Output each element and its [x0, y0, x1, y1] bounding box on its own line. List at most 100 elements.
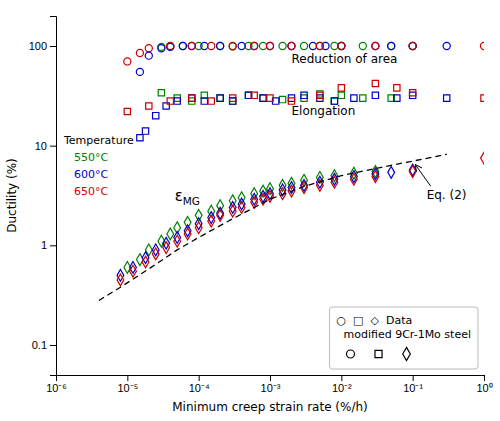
data-point: [163, 237, 170, 249]
data-point: [174, 232, 181, 244]
y-tick-label: 10: [35, 140, 47, 152]
data-point: [288, 42, 295, 49]
data-point: [124, 108, 130, 114]
data-point: [409, 42, 416, 49]
data-point: [152, 244, 159, 256]
data-point: [117, 274, 124, 286]
legend-symbol: [375, 350, 382, 357]
data-point: [208, 42, 215, 49]
data-point: [481, 152, 484, 164]
y-tick-label: 100: [29, 40, 47, 52]
y-axis-title: Ductility (%): [5, 158, 19, 233]
data-point: [260, 95, 266, 101]
data-point: [217, 95, 223, 101]
x-axis: 10⁻⁶ 10⁻⁵ 10⁻⁴ 10⁻³ 10⁻² 10⁻¹ 10⁰: [46, 375, 493, 394]
data-point: [124, 58, 131, 65]
data-point: [136, 254, 143, 266]
data-point: [145, 45, 152, 52]
series-points: [117, 152, 484, 286]
data-point: [208, 212, 215, 224]
x-tick-mark: [199, 375, 200, 381]
series-points: [124, 42, 484, 65]
data-point: [444, 95, 450, 101]
data-point: [338, 42, 345, 49]
data-point: [130, 265, 137, 277]
data-point: [208, 215, 215, 227]
x-tick-label: 10⁻³: [261, 382, 281, 394]
y-tick: 1: [41, 239, 56, 251]
data-point: [481, 95, 484, 101]
data-point: [142, 256, 149, 268]
x-tick: 10⁻³: [261, 375, 281, 394]
data-point: [351, 95, 357, 101]
data-point: [136, 49, 143, 56]
data-point: [316, 42, 323, 49]
x-tick: 10⁻⁴: [189, 375, 210, 394]
data-point: [189, 95, 195, 101]
data-point: [201, 98, 207, 104]
x-tick-mark: [270, 375, 271, 381]
data-point: [188, 42, 195, 49]
y-axis-line: [50, 17, 57, 376]
y-tick-label: 0.1: [32, 339, 47, 351]
data-point: [158, 45, 165, 52]
data-area: [99, 42, 484, 300]
x-tick: 10⁻¹: [403, 375, 423, 394]
series-points: [136, 42, 450, 75]
data-point: [152, 248, 159, 260]
data-point: [217, 209, 224, 221]
data-point: [217, 42, 224, 49]
data-point: [145, 52, 152, 59]
x-tick: 10⁻⁶: [46, 375, 67, 394]
x-tick-label: 10⁰: [476, 382, 492, 394]
series-line: [99, 154, 447, 300]
x-tick-mark: [484, 375, 485, 381]
series-points: [124, 166, 379, 274]
data-point: [167, 98, 173, 104]
data-point: [217, 42, 224, 49]
data-point: [137, 135, 143, 141]
data-point: [229, 205, 236, 217]
legend-entry: 650°C: [74, 185, 108, 198]
legend-title: Temperature: [63, 134, 134, 147]
data-point: [174, 98, 180, 104]
data-point: [300, 42, 307, 49]
legend-entry: 550°C: [74, 151, 108, 164]
series-points: [117, 164, 416, 281]
data-point: [153, 113, 159, 119]
data-point: [195, 209, 202, 221]
y-tick: 10: [35, 140, 56, 152]
data-point: [309, 42, 316, 49]
y-tick-mark: [50, 345, 56, 346]
data-point: [338, 85, 344, 91]
data-point: [372, 92, 378, 98]
data-point: [338, 92, 344, 98]
data-point: [179, 42, 186, 49]
data-point: [288, 177, 295, 189]
data-point: [188, 42, 195, 49]
data-point: [189, 95, 195, 101]
data-point: [388, 42, 395, 49]
data-point: [142, 252, 149, 264]
data-point: [410, 90, 416, 96]
y-axis: 0.1 1 10 100: [29, 17, 57, 376]
data-point: [208, 98, 214, 104]
data-point: [217, 95, 223, 101]
x-axis-title: Minimum creep strain rate (%/h): [172, 400, 368, 414]
data-point: [338, 42, 345, 49]
data-point: [136, 68, 143, 75]
x-tick-label: 10⁻⁵: [117, 382, 138, 394]
data-point: [229, 43, 236, 50]
y-tick: 0.1: [32, 339, 56, 351]
y-tick-label: 1: [41, 239, 47, 251]
data-point: [195, 218, 202, 230]
x-tick-label: 10⁻²: [332, 382, 352, 394]
data-point: [184, 216, 191, 228]
series-points: [137, 92, 450, 141]
data-point: [409, 166, 416, 178]
plot: 10⁻⁶10⁻⁵10⁻⁴10⁻³10⁻²10⁻¹10⁰0.1110100Redu…: [29, 17, 493, 394]
data-point: [158, 90, 164, 96]
data-point: [338, 42, 345, 49]
data-point: [167, 43, 174, 50]
data-point: [409, 42, 416, 49]
